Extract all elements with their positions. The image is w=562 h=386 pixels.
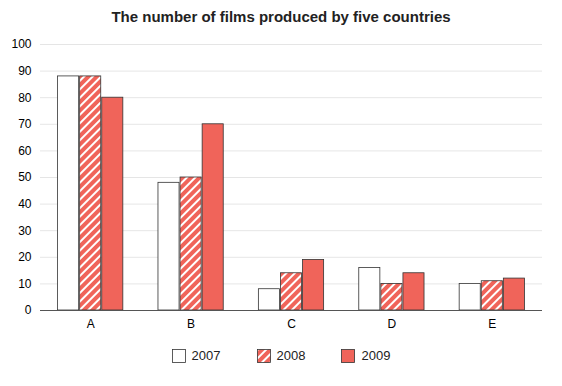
svg-text:E: E <box>488 317 496 331</box>
svg-text:20: 20 <box>18 250 32 264</box>
svg-text:50: 50 <box>18 170 32 184</box>
html-text:2007: 2007 <box>191 348 221 363</box>
svg-text:100: 100 <box>11 37 31 51</box>
html-text:2009: 2009 <box>361 348 391 363</box>
svg-text:40: 40 <box>18 197 32 211</box>
svg-text:60: 60 <box>18 144 32 158</box>
svg-text:A: A <box>87 317 95 331</box>
svg-text:B: B <box>187 317 195 331</box>
svg-text:80: 80 <box>18 91 32 105</box>
svg-text:D: D <box>388 317 397 331</box>
svg-text:10: 10 <box>18 277 32 291</box>
html-text:2008: 2008 <box>276 348 306 363</box>
svg-text:30: 30 <box>18 224 32 238</box>
svg-text:90: 90 <box>18 64 32 78</box>
html-text:The number of films produced b: The number of films produced by five cou… <box>111 8 451 25</box>
svg-text:70: 70 <box>18 117 32 131</box>
svg-text:C: C <box>287 317 296 331</box>
svg-text:0: 0 <box>25 303 32 317</box>
